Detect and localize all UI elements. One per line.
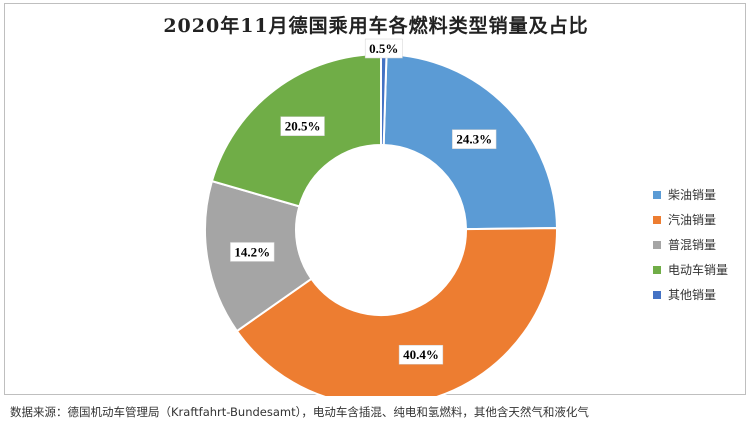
chart-legend: 柴油销量汽油销量普混销量电动车销量其他销量: [653, 182, 745, 307]
data-label-box: [230, 242, 275, 262]
data-label-text: 24.3%: [456, 132, 492, 147]
legend-swatch: [653, 265, 661, 274]
donut-slice: [235, 227, 558, 396]
source-note: 数据来源：德国机动车管理局（Kraftfahrt-Bundesamt），电动车含…: [10, 405, 589, 419]
data-label-box: [398, 344, 444, 365]
legend-swatch: [653, 290, 661, 299]
legend-item: 柴油销量: [653, 182, 745, 207]
data-label-box: [452, 129, 497, 149]
data-label-text: 14.2%: [234, 244, 270, 259]
legend-swatch: [653, 190, 661, 199]
legend-swatch: [653, 215, 661, 224]
chart-frame: 2020年11月德国乘用车各燃料类型销量及占比 24.3% 40.4% 14.2% 2…: [4, 3, 746, 396]
data-label-text: 20.5%: [285, 119, 321, 134]
legend-item: 汽油销量: [653, 207, 745, 232]
legend-item: 普混销量: [653, 232, 745, 257]
data-label: 40.4%: [398, 344, 444, 365]
legend-label: 汽油销量: [668, 213, 717, 227]
data-label: 20.5%: [280, 116, 325, 136]
legend-item: 其他销量: [653, 282, 745, 307]
data-label-box: [364, 38, 403, 59]
data-label-box: [280, 116, 325, 136]
data-label: 14.2%: [230, 242, 275, 262]
data-label-text: 0.5%: [369, 41, 398, 56]
legend-item: 电动车销量: [653, 257, 745, 282]
legend-label: 其他销量: [668, 288, 717, 302]
chart-title: 2020年11月德国乘用车各燃料类型销量及占比: [163, 15, 589, 37]
data-label: 0.5%: [364, 38, 403, 59]
legend-label: 柴油销量: [668, 188, 717, 202]
donut-chart: 24.3% 40.4% 14.2% 20.5% 0.5%: [204, 38, 559, 396]
data-label-text: 40.4%: [403, 347, 439, 362]
legend-swatch: [653, 240, 661, 249]
data-label: 24.3%: [452, 129, 497, 149]
legend-label: 电动车销量: [668, 263, 729, 277]
legend-label: 普混销量: [668, 238, 717, 252]
